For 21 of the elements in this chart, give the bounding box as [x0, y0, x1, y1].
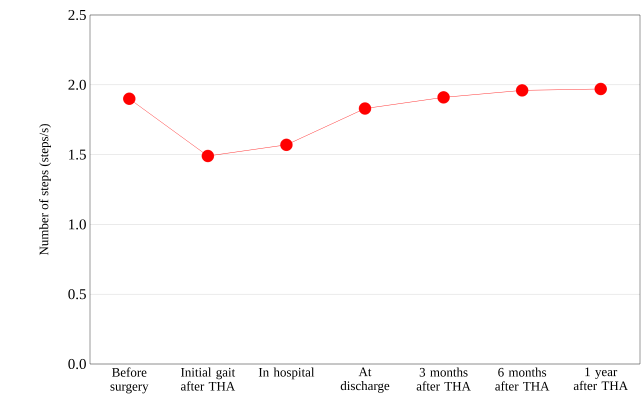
y-tick-label: 0.0 — [68, 358, 86, 370]
x-tick-label: Before surgery — [110, 368, 149, 394]
point — [123, 92, 136, 105]
x-tick-label: 6 months after THA — [495, 368, 550, 391]
x-tick-label: 3 months after THA — [416, 368, 471, 391]
y-tick-label: 2.0 — [68, 80, 86, 90]
point — [358, 102, 372, 115]
x-tick-label: Initial gait after THA — [180, 368, 236, 391]
point — [202, 150, 214, 162]
x-tick-label: In hospital — [258, 368, 314, 380]
point — [594, 82, 607, 96]
x-tick-label: At discharge — [340, 368, 390, 393]
point — [280, 138, 293, 152]
point — [437, 91, 450, 104]
y-tick-label: 0.5 — [68, 289, 86, 300]
point — [516, 84, 528, 97]
y-axis-title: Number of steps (steps/s) — [39, 124, 51, 256]
y-tick-label: 1.0 — [69, 219, 86, 230]
y-tick-label: 2.5 — [68, 10, 86, 20]
x-tick-label: 1 year after THA — [574, 368, 628, 390]
y-tick-label: 1.5 — [69, 150, 86, 160]
